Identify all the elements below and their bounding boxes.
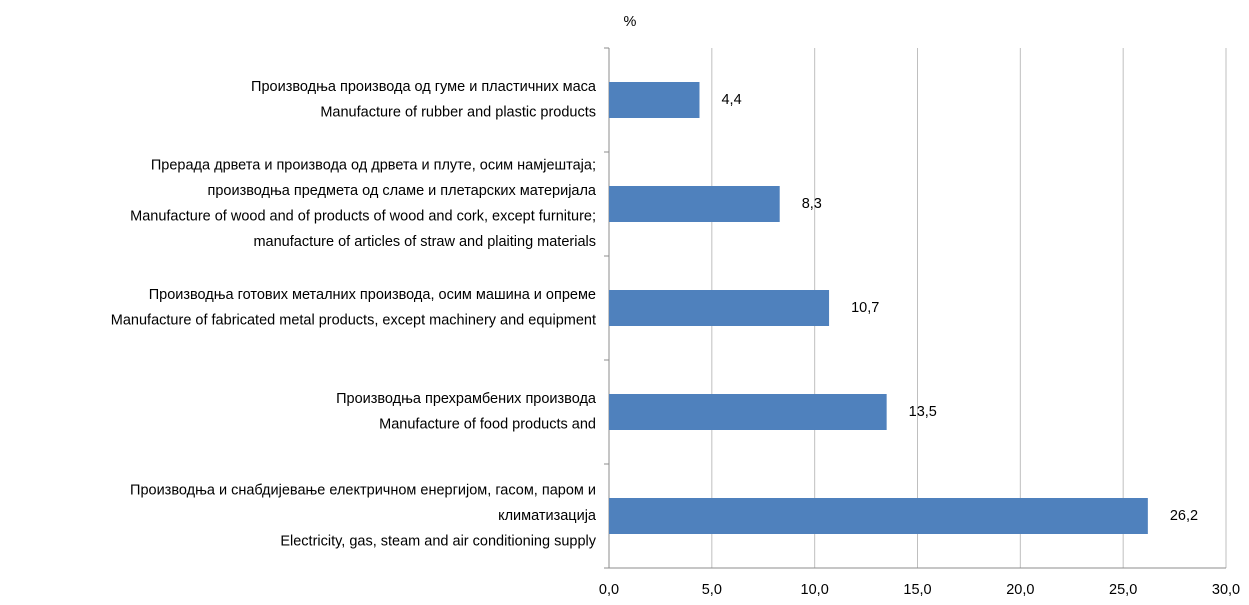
x-tick-label: 15,0 (903, 582, 931, 598)
y-tick-label: Electricity, gas, steam and air conditio… (280, 533, 596, 549)
y-tick-label: Manufacture of fabricated metal products… (111, 313, 596, 329)
bar (609, 394, 887, 430)
y-tick-label: Производња готових металних производа, о… (149, 287, 596, 303)
data-label: 10,7 (851, 300, 879, 316)
bar (609, 498, 1148, 534)
data-label: 4,4 (721, 92, 741, 108)
axis-unit-label: % (624, 14, 637, 30)
y-tick-label: климатизација (498, 508, 597, 524)
y-tick-label: Производња и снабдијевање електричном ен… (130, 482, 596, 498)
x-tick-label: 10,0 (801, 582, 829, 598)
bar (609, 82, 700, 118)
x-tick-label: 5,0 (702, 582, 722, 598)
data-label: 13,5 (909, 404, 937, 420)
y-tick-label: Производња прехрамбених производа (336, 391, 597, 407)
y-tick-label: Manufacture of wood and of products of w… (130, 209, 596, 225)
y-tick-label: Manufacture of rubber and plastic produc… (320, 105, 596, 121)
x-tick-label: 0,0 (599, 582, 619, 598)
x-tick-label: 25,0 (1109, 582, 1137, 598)
data-label: 26,2 (1170, 508, 1198, 524)
bar (609, 290, 830, 326)
x-tick-label: 30,0 (1212, 582, 1240, 598)
y-tick-label: Manufacture of food products and (379, 417, 596, 433)
x-tick-label: 20,0 (1006, 582, 1034, 598)
data-label: 8,3 (802, 196, 822, 212)
bar (609, 186, 780, 222)
y-tick-label: Прерада дрвета и производа од дрвета и п… (151, 158, 596, 174)
y-tick-label: manufacture of articles of straw and pla… (253, 234, 596, 250)
y-tick-label: Производња производа од гуме и пластични… (251, 79, 597, 95)
y-tick-label: производња предмета од сламе и плетарски… (208, 183, 597, 199)
